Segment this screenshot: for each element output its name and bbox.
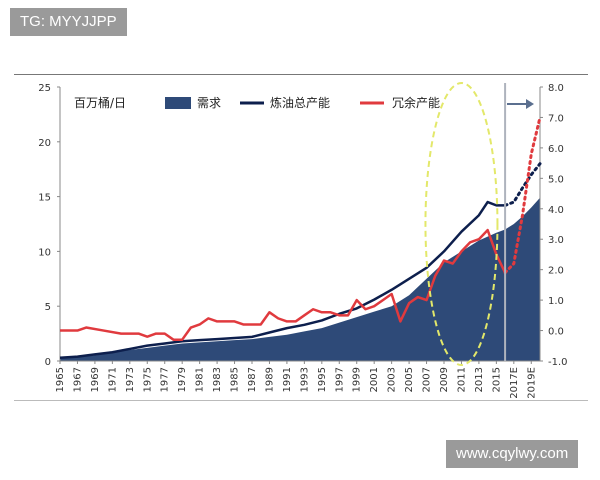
right-tick-label: -1.0 <box>548 357 568 368</box>
x-tick-label: 1979 <box>177 367 188 392</box>
x-tick-label: 1971 <box>107 367 118 392</box>
right-tick-label: 2.0 <box>548 266 564 277</box>
right-tick-label: 6.0 <box>548 144 564 155</box>
right-tick-label: 1.0 <box>548 296 564 307</box>
left-tick-label: 25 <box>38 83 51 94</box>
x-tick-label: 1999 <box>352 367 363 392</box>
x-tick-label: 2009 <box>439 367 450 392</box>
line-layer <box>59 115 542 359</box>
x-tick-label: 1985 <box>230 367 241 392</box>
x-tick-label: 1973 <box>125 367 136 392</box>
x-tick-label: 1991 <box>282 367 293 392</box>
left-tick-label: 20 <box>38 138 51 149</box>
right-tick-label: 4.0 <box>548 205 564 216</box>
x-tick-label: 1965 <box>55 367 66 392</box>
right-arrow-head <box>526 99 534 109</box>
legend-label-spare: 冗余产能 <box>392 95 440 110</box>
x-tick-label: 2003 <box>387 367 398 392</box>
chart: 0 5 10 15 20 25 -1.0 0.0 1.0 2.0 3.0 4.0 5.0 6.0 7.0 8.… <box>38 82 568 399</box>
x-tick-label: 1983 <box>212 367 223 392</box>
x-tick-label: 1997 <box>334 367 345 392</box>
demand-area-layer <box>60 197 540 361</box>
right-tick-label: 8.0 <box>548 83 564 94</box>
x-tick-label: 2005 <box>404 367 415 392</box>
legend-swatch-demand <box>165 97 191 109</box>
watermark-site: www.cqylwy.com <box>446 440 579 468</box>
x-tick-label: 2013 <box>474 367 485 392</box>
watermark-tg: TG: MYYJJPP <box>10 8 127 36</box>
left-tick-label: 0 <box>45 357 51 368</box>
highlight-ellipse <box>424 82 499 366</box>
x-tick-label: 1993 <box>299 367 310 392</box>
x-tick-label: 2017E <box>509 367 520 399</box>
left-tick-label: 15 <box>38 193 51 204</box>
x-tick-label: 2001 <box>369 367 380 392</box>
x-tick-label: 2007 <box>422 367 433 392</box>
x-tick-label: 2015 <box>491 367 502 392</box>
annotation-layer <box>424 82 534 366</box>
x-tick-label: 1969 <box>90 367 101 392</box>
left-tick-label: 5 <box>45 302 51 313</box>
right-tick-label: 3.0 <box>548 235 564 246</box>
capacity-forecast-line <box>503 162 542 207</box>
axis-layer: 0 5 10 15 20 25 -1.0 0.0 1.0 2.0 3.0 4.0 5.0 6.0 7.0 8.… <box>38 83 567 399</box>
bottom-divider <box>14 400 588 401</box>
x-tick-label: 1981 <box>195 367 206 392</box>
legend: 百万桶/日 需求 炼油总产能 冗余产能 <box>74 95 440 110</box>
top-divider <box>14 74 588 75</box>
x-tick-label: 1967 <box>72 367 83 392</box>
spare-forecast-line <box>503 115 542 275</box>
x-tick-label: 1975 <box>142 367 153 392</box>
capacity-line <box>59 200 506 359</box>
right-tick-label: 7.0 <box>548 113 564 124</box>
x-tick-label: 1995 <box>317 367 328 392</box>
x-tick-label: 1989 <box>264 367 275 392</box>
right-tick-label: 0.0 <box>548 327 564 338</box>
right-tick-label: 5.0 <box>548 174 564 185</box>
x-tick-label: 1987 <box>247 367 258 392</box>
left-tick-label: 10 <box>38 247 51 258</box>
x-tick-label: 2011 <box>456 367 467 392</box>
legend-label-demand: 需求 <box>197 96 221 110</box>
demand-area <box>60 197 540 361</box>
spare-capacity-line <box>60 228 507 341</box>
unit-label: 百万桶/日 <box>74 95 126 110</box>
x-tick-label: 2019E <box>526 367 537 399</box>
x-tick-label: 1977 <box>160 367 171 392</box>
legend-label-capacity: 炼油总产能 <box>270 95 330 110</box>
